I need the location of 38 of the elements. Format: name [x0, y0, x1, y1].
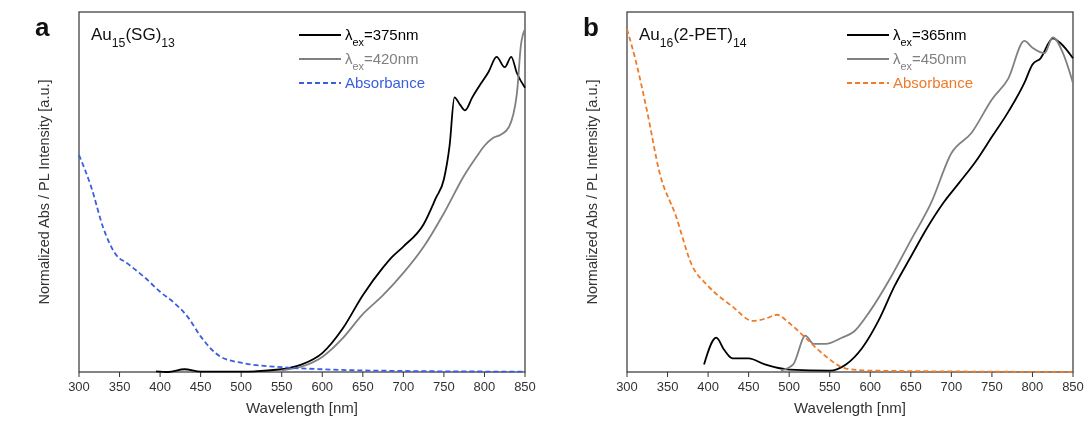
x-tick-label: 500 [778, 379, 801, 394]
x-tick-label: 300 [68, 379, 90, 394]
x-tick-label: 500 [230, 379, 253, 394]
x-tick-label: 850 [1062, 379, 1084, 394]
x-tick-label: 800 [1021, 379, 1044, 394]
x-tick-label: 550 [818, 379, 841, 394]
x-axis-title: Wavelength [nm] [246, 399, 358, 416]
x-tick-label: 750 [433, 379, 455, 394]
x-tick-label: 800 [473, 379, 496, 394]
text: b [583, 12, 599, 42]
x-axis-title: Wavelength [nm] [794, 399, 906, 416]
x-tick-label: 700 [392, 379, 415, 394]
legend-label: Absorbance [893, 74, 974, 91]
legend-label: Absorbance [345, 74, 426, 91]
x-tick-label: 600 [311, 379, 334, 394]
x-tick-label: 400 [149, 379, 171, 394]
x-tick-label: 550 [270, 379, 293, 394]
x-tick-label: 650 [899, 379, 922, 394]
x-tick-label: 750 [981, 379, 1003, 394]
x-tick-label: 300 [616, 379, 638, 394]
x-tick-label: 450 [189, 379, 212, 394]
legend-label: λ$_{ex}$=420nm [345, 50, 419, 72]
y-axis-title: Normalized Abs / PL Intensity [a.u.] [584, 79, 600, 305]
x-tick-label: 450 [737, 379, 760, 394]
x-tick-label: 350 [108, 379, 131, 394]
x-tick-label: 850 [514, 379, 536, 394]
x-tick-label: 650 [351, 379, 374, 394]
x-tick-label: 400 [697, 379, 719, 394]
chart-title: Au$_{16}$(2-PET)$_{14}$ [639, 25, 747, 50]
legend-label: λ$_{ex}$=375nm [345, 26, 419, 48]
legend-label: λ$_{ex}$=450nm [893, 50, 967, 72]
x-tick-label: 700 [940, 379, 963, 394]
legend-label: λ$_{ex}$=365nm [893, 26, 967, 48]
text: a [35, 12, 50, 42]
x-tick-label: 600 [859, 379, 882, 394]
chart-title: Au$_{15}$(SG)$_{13}$ [91, 25, 176, 50]
x-tick-label: 350 [656, 379, 679, 394]
y-axis-title: Normalized Abs / PL Intensity [a.u.] [36, 79, 52, 305]
